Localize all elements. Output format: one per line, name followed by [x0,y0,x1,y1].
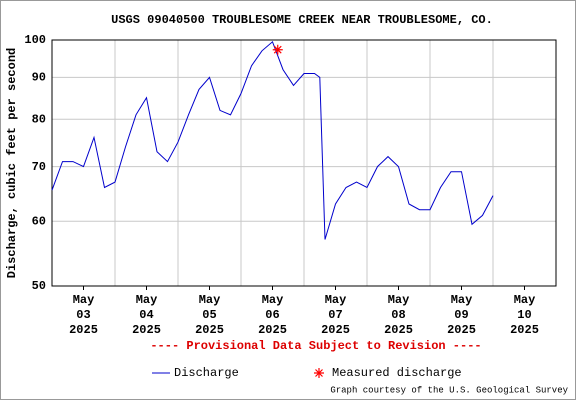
x-tick-label: May [73,293,95,307]
discharge-line [51,40,494,240]
x-tick-label: 10 [517,308,531,322]
x-tick-label: 2025 [384,323,413,337]
legend-label: Discharge [174,366,239,380]
x-tick-label: 2025 [69,323,98,337]
x-tick-label: 09 [454,308,468,322]
x-tick-label: 2025 [132,323,161,337]
y-tick-label: 60 [32,214,46,228]
y-axis-label: Discharge, cubic feet per second [5,48,19,278]
y-tick-label: 50 [32,279,46,293]
x-tick-label: 2025 [258,323,287,337]
chart-title: USGS 09040500 TROUBLESOME CREEK NEAR TRO… [111,13,493,27]
x-tick-label: 04 [139,308,153,322]
x-tick-label: May [262,293,284,307]
x-tick-label: 06 [265,308,279,322]
provisional-note: ---- Provisional Data Subject to Revisio… [150,339,481,353]
legend-marker [314,368,324,378]
x-tick-label: 2025 [321,323,350,337]
x-tick-label: May [136,293,158,307]
y-tick-label: 90 [32,71,46,85]
x-tick-label: 07 [328,308,342,322]
measured-point [272,44,283,55]
x-tick-label: 2025 [195,323,224,337]
x-tick-label: 2025 [447,323,476,337]
y-tick-label: 70 [32,160,46,174]
y-tick-label: 80 [32,112,46,126]
credit: Graph courtesy of the U.S. Geological Su… [330,385,568,395]
x-tick-label: May [451,293,473,307]
y-tick-label: 100 [24,33,46,47]
x-tick-label: 2025 [510,323,539,337]
x-tick-label: May [325,293,347,307]
x-tick-label: 05 [202,308,216,322]
legend-label: Measured discharge [332,366,462,380]
x-tick-label: 08 [391,308,405,322]
plot-frame [51,39,557,287]
x-tick-label: May [514,293,536,307]
x-tick-label: May [388,293,410,307]
x-tick-label: May [199,293,221,307]
x-tick-label: 03 [76,308,90,322]
